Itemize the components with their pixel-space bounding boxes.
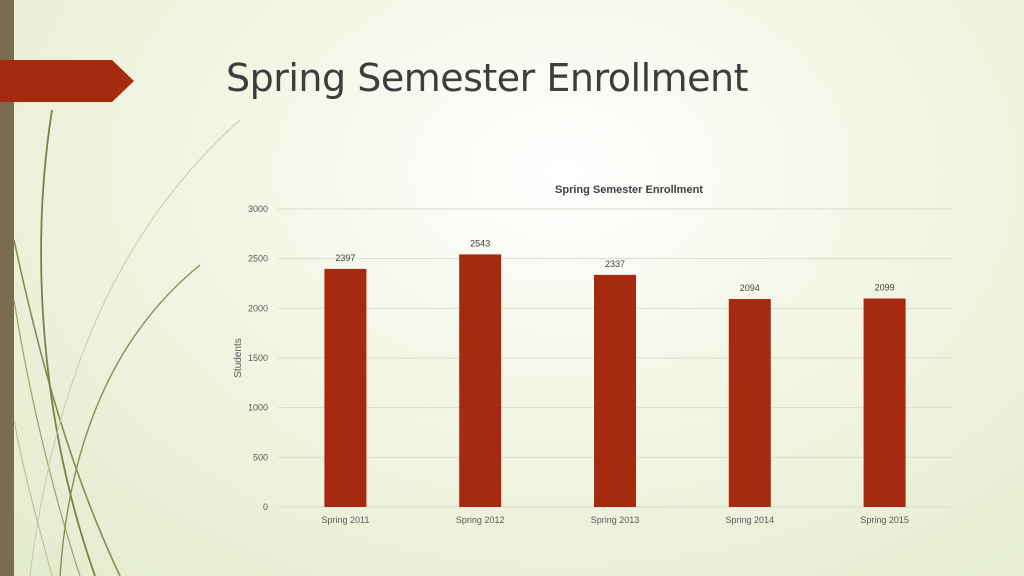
- slide-title: Spring Semester Enrollment: [226, 56, 749, 100]
- y-tick-label: 500: [253, 452, 268, 462]
- x-tick-label: Spring 2013: [591, 515, 640, 525]
- x-tick-label: Spring 2015: [860, 515, 909, 525]
- bar: [728, 298, 771, 507]
- left-accent-bar: [0, 0, 14, 576]
- y-tick-label: 3000: [248, 204, 268, 214]
- x-tick-label: Spring 2012: [456, 515, 505, 525]
- y-tick-label: 2500: [248, 254, 268, 264]
- y-axis-label: Students: [233, 338, 244, 377]
- y-tick-label: 1500: [248, 353, 268, 363]
- bar: [324, 268, 367, 507]
- data-label: 2337: [605, 259, 625, 269]
- y-tick-label: 1000: [248, 403, 268, 413]
- chart-title: Spring Semester Enrollment: [555, 184, 703, 196]
- bar: [594, 274, 636, 507]
- x-tick-label: Spring 2011: [321, 515, 369, 525]
- data-label: 2543: [470, 238, 490, 248]
- data-label: 2094: [740, 283, 760, 293]
- x-tick-label: Spring 2014: [726, 515, 775, 525]
- bar: [459, 254, 502, 507]
- data-label: 2099: [875, 282, 895, 292]
- title-accent-tab: [0, 60, 134, 102]
- bar: [863, 298, 906, 507]
- decorative-curves: [13, 109, 241, 576]
- y-tick-label: 2000: [248, 303, 268, 313]
- y-tick-label: 0: [263, 502, 268, 512]
- data-label: 2397: [335, 253, 355, 263]
